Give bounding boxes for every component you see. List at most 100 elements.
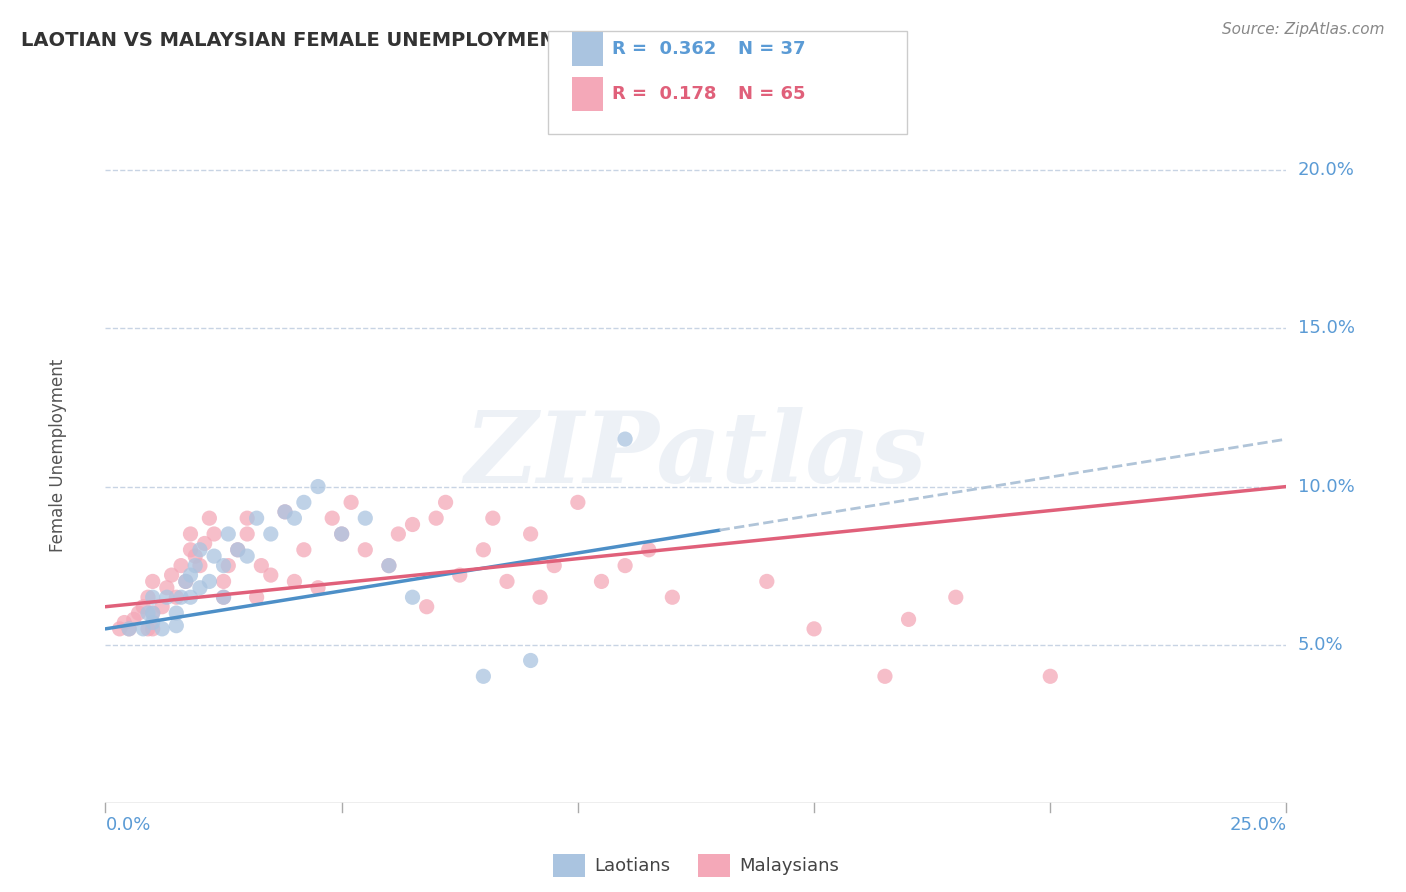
Point: [150, 599, 173, 614]
Point: [354, 511, 377, 525]
Point: [401, 591, 423, 605]
Text: N = 65: N = 65: [738, 85, 806, 103]
Point: [496, 574, 519, 589]
Point: [449, 568, 471, 582]
Text: R =  0.178: R = 0.178: [612, 85, 716, 103]
Point: [156, 581, 179, 595]
Point: [184, 549, 207, 563]
Legend: Laotians, Malaysians: Laotians, Malaysians: [546, 847, 846, 884]
Point: [174, 574, 197, 589]
Point: [425, 511, 447, 525]
Point: [212, 574, 235, 589]
Point: [401, 517, 423, 532]
Point: [340, 495, 363, 509]
Point: [217, 527, 239, 541]
Point: [292, 542, 315, 557]
Point: [274, 505, 297, 519]
Point: [307, 479, 329, 493]
Point: [202, 527, 225, 541]
Point: [118, 622, 141, 636]
Text: N = 37: N = 37: [738, 40, 806, 58]
Point: [387, 527, 409, 541]
Point: [136, 622, 159, 636]
Point: [179, 591, 201, 605]
Point: [283, 574, 305, 589]
Point: [198, 574, 221, 589]
Text: 0.0%: 0.0%: [105, 816, 150, 834]
Point: [246, 591, 269, 605]
Text: 25.0%: 25.0%: [1229, 816, 1286, 834]
Point: [529, 591, 551, 605]
Text: LAOTIAN VS MALAYSIAN FEMALE UNEMPLOYMENT CORRELATION CHART: LAOTIAN VS MALAYSIAN FEMALE UNEMPLOYMENT…: [21, 31, 810, 50]
Point: [567, 495, 589, 509]
Point: [188, 542, 211, 557]
Point: [132, 599, 155, 614]
Point: [897, 612, 920, 626]
Text: 5.0%: 5.0%: [1298, 636, 1343, 654]
Point: [803, 622, 825, 636]
Point: [226, 542, 249, 557]
Point: [142, 606, 165, 620]
Point: [198, 511, 221, 525]
Text: Source: ZipAtlas.com: Source: ZipAtlas.com: [1222, 22, 1385, 37]
Point: [354, 542, 377, 557]
Point: [661, 591, 683, 605]
Point: [591, 574, 613, 589]
Point: [755, 574, 778, 589]
Point: [170, 591, 193, 605]
Point: [179, 542, 201, 557]
Point: [614, 432, 637, 446]
Point: [194, 536, 217, 550]
Point: [330, 527, 353, 541]
Point: [150, 622, 173, 636]
Point: [434, 495, 457, 509]
Point: [378, 558, 401, 573]
Text: Female Unemployment: Female Unemployment: [49, 359, 67, 551]
Point: [226, 542, 249, 557]
Point: [122, 612, 145, 626]
Text: 10.0%: 10.0%: [1298, 477, 1354, 496]
Point: [136, 591, 159, 605]
Point: [188, 581, 211, 595]
Point: [108, 622, 131, 636]
Point: [236, 527, 259, 541]
Point: [250, 558, 273, 573]
Point: [174, 574, 197, 589]
Point: [165, 591, 187, 605]
Point: [165, 618, 187, 632]
Point: [212, 591, 235, 605]
Point: [1039, 669, 1062, 683]
Point: [212, 558, 235, 573]
Point: [184, 558, 207, 573]
Point: [112, 615, 135, 630]
Point: [472, 542, 495, 557]
Point: [165, 606, 187, 620]
Point: [170, 558, 193, 573]
Point: [142, 606, 165, 620]
Point: [212, 591, 235, 605]
Point: [543, 558, 565, 573]
Point: [236, 511, 259, 525]
Point: [142, 622, 165, 636]
Point: [246, 511, 269, 525]
Point: [482, 511, 505, 525]
Point: [945, 591, 967, 605]
Point: [519, 527, 541, 541]
Text: 15.0%: 15.0%: [1298, 319, 1354, 337]
Point: [415, 599, 437, 614]
Point: [142, 574, 165, 589]
Point: [292, 495, 315, 509]
Point: [142, 591, 165, 605]
Point: [260, 568, 283, 582]
Point: [188, 558, 211, 573]
Text: ZIPatlas: ZIPatlas: [465, 407, 927, 503]
Point: [132, 622, 155, 636]
Point: [260, 527, 283, 541]
Point: [179, 568, 201, 582]
Point: [330, 527, 353, 541]
Point: [179, 527, 201, 541]
Point: [472, 669, 495, 683]
Point: [136, 606, 159, 620]
Point: [118, 622, 141, 636]
Point: [217, 558, 239, 573]
